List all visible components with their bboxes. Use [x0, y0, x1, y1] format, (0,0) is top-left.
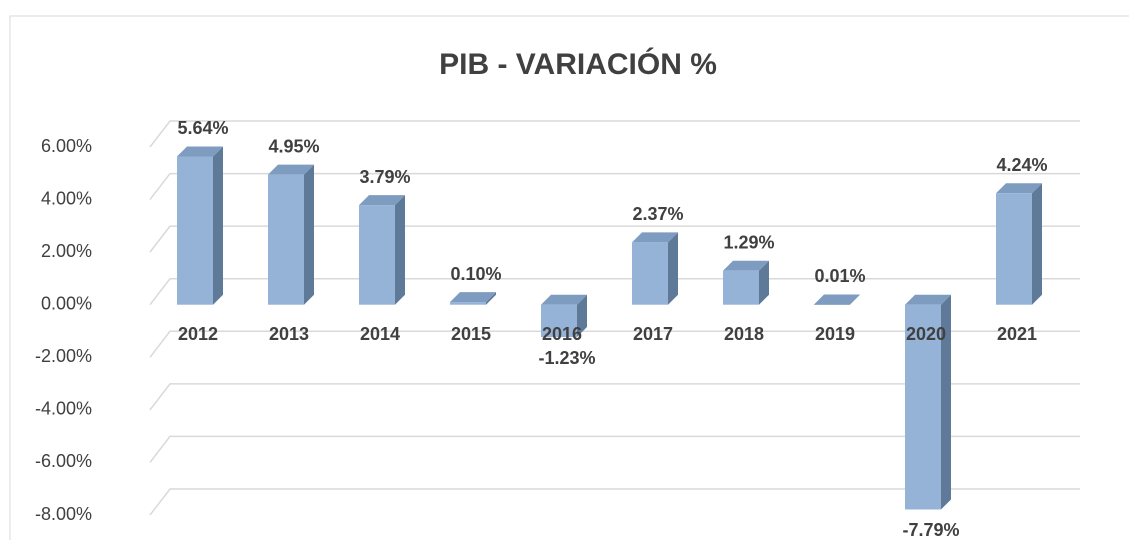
bar [723, 270, 759, 305]
value-label: 1.29% [723, 233, 774, 253]
y-tick-label: 0.00% [41, 293, 92, 313]
bar [359, 205, 395, 305]
bar-side [486, 292, 496, 305]
bar-side [759, 260, 769, 305]
bar-side [1032, 183, 1042, 305]
bar [541, 304, 577, 338]
bar-side [941, 294, 951, 510]
bar-top [359, 195, 405, 206]
bar-top [814, 294, 860, 305]
grid-line [149, 383, 1080, 411]
x-tick-label: 2015 [451, 324, 491, 344]
value-label: 0.10% [450, 264, 501, 284]
grid-line [149, 172, 1080, 201]
y-tick-label: -8.00% [35, 504, 92, 524]
value-label: 4.24% [996, 155, 1047, 175]
bar-top [723, 260, 769, 271]
bar [450, 302, 486, 305]
y-tick-label: -6.00% [35, 451, 92, 471]
value-label: -7.79% [902, 520, 959, 540]
value-label: 4.95% [268, 136, 319, 156]
y-tick-label: 2.00% [41, 241, 92, 261]
bar [632, 242, 668, 305]
grid-line [149, 330, 1080, 358]
bar-side [213, 146, 223, 305]
value-label: -1.23% [538, 348, 595, 368]
y-tick-label: 6.00% [41, 136, 92, 156]
bar-top [177, 146, 223, 157]
x-tick-label: 2020 [906, 324, 946, 344]
bar-top [905, 294, 951, 305]
bar-top [450, 292, 496, 303]
bar [268, 174, 304, 305]
chart-title: PIB - VARIACIÓN % [439, 47, 717, 81]
y-tick-label: -2.00% [35, 346, 92, 366]
bar-top [268, 164, 314, 175]
bar-side [395, 195, 405, 305]
bar [814, 304, 850, 305]
value-label: 2.37% [632, 204, 683, 224]
value-label: 5.64% [177, 118, 228, 138]
bar-top [541, 294, 587, 305]
bar [905, 304, 941, 510]
y-tick-label: 4.00% [41, 188, 92, 208]
value-label: 0.01% [814, 266, 865, 286]
bar [996, 193, 1032, 305]
grid-line [149, 435, 1080, 463]
x-tick-label: 2013 [269, 324, 309, 344]
grid-line [149, 225, 1080, 253]
bar-side [304, 164, 314, 305]
bar-side [577, 294, 587, 338]
x-tick-label: 2016 [542, 324, 582, 344]
x-tick-label: 2021 [997, 324, 1037, 344]
x-tick-label: 2018 [724, 324, 764, 344]
bar-top [996, 183, 1042, 194]
x-tick-label: 2014 [360, 324, 400, 344]
bar-top [632, 232, 678, 243]
bar-side [668, 232, 678, 305]
y-tick-label: -4.00% [35, 399, 92, 419]
value-label: 3.79% [359, 167, 410, 187]
grid-line [149, 488, 1080, 516]
grid-line [149, 120, 1080, 148]
x-tick-label: 2019 [815, 324, 855, 344]
x-tick-label: 2017 [633, 324, 673, 344]
grid-line [149, 277, 1080, 306]
bar [177, 156, 213, 305]
x-tick-label: 2012 [178, 324, 218, 344]
bar-side [850, 294, 860, 305]
